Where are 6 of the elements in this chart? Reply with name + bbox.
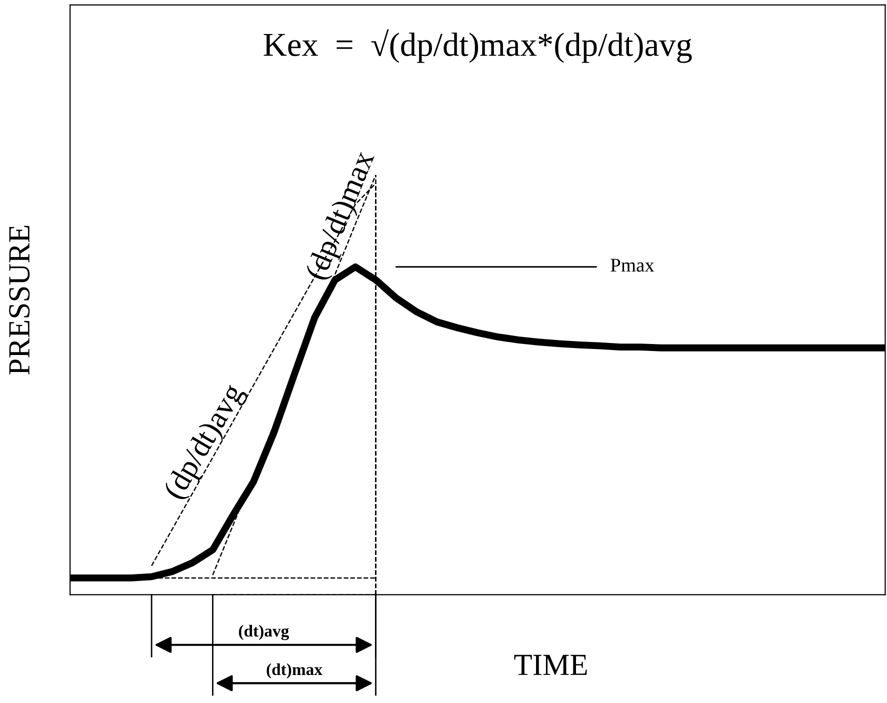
x-axis-title: TIME — [514, 654, 587, 675]
y-axis-title: PRESSURE — [9, 226, 30, 375]
text: Kex = √(dp/dt)max*(dp/dt)avg — [264, 29, 692, 63]
text: (dt)max — [266, 663, 322, 678]
text: (dt)avg — [238, 624, 289, 640]
annotation: Pmax — [610, 258, 654, 272]
